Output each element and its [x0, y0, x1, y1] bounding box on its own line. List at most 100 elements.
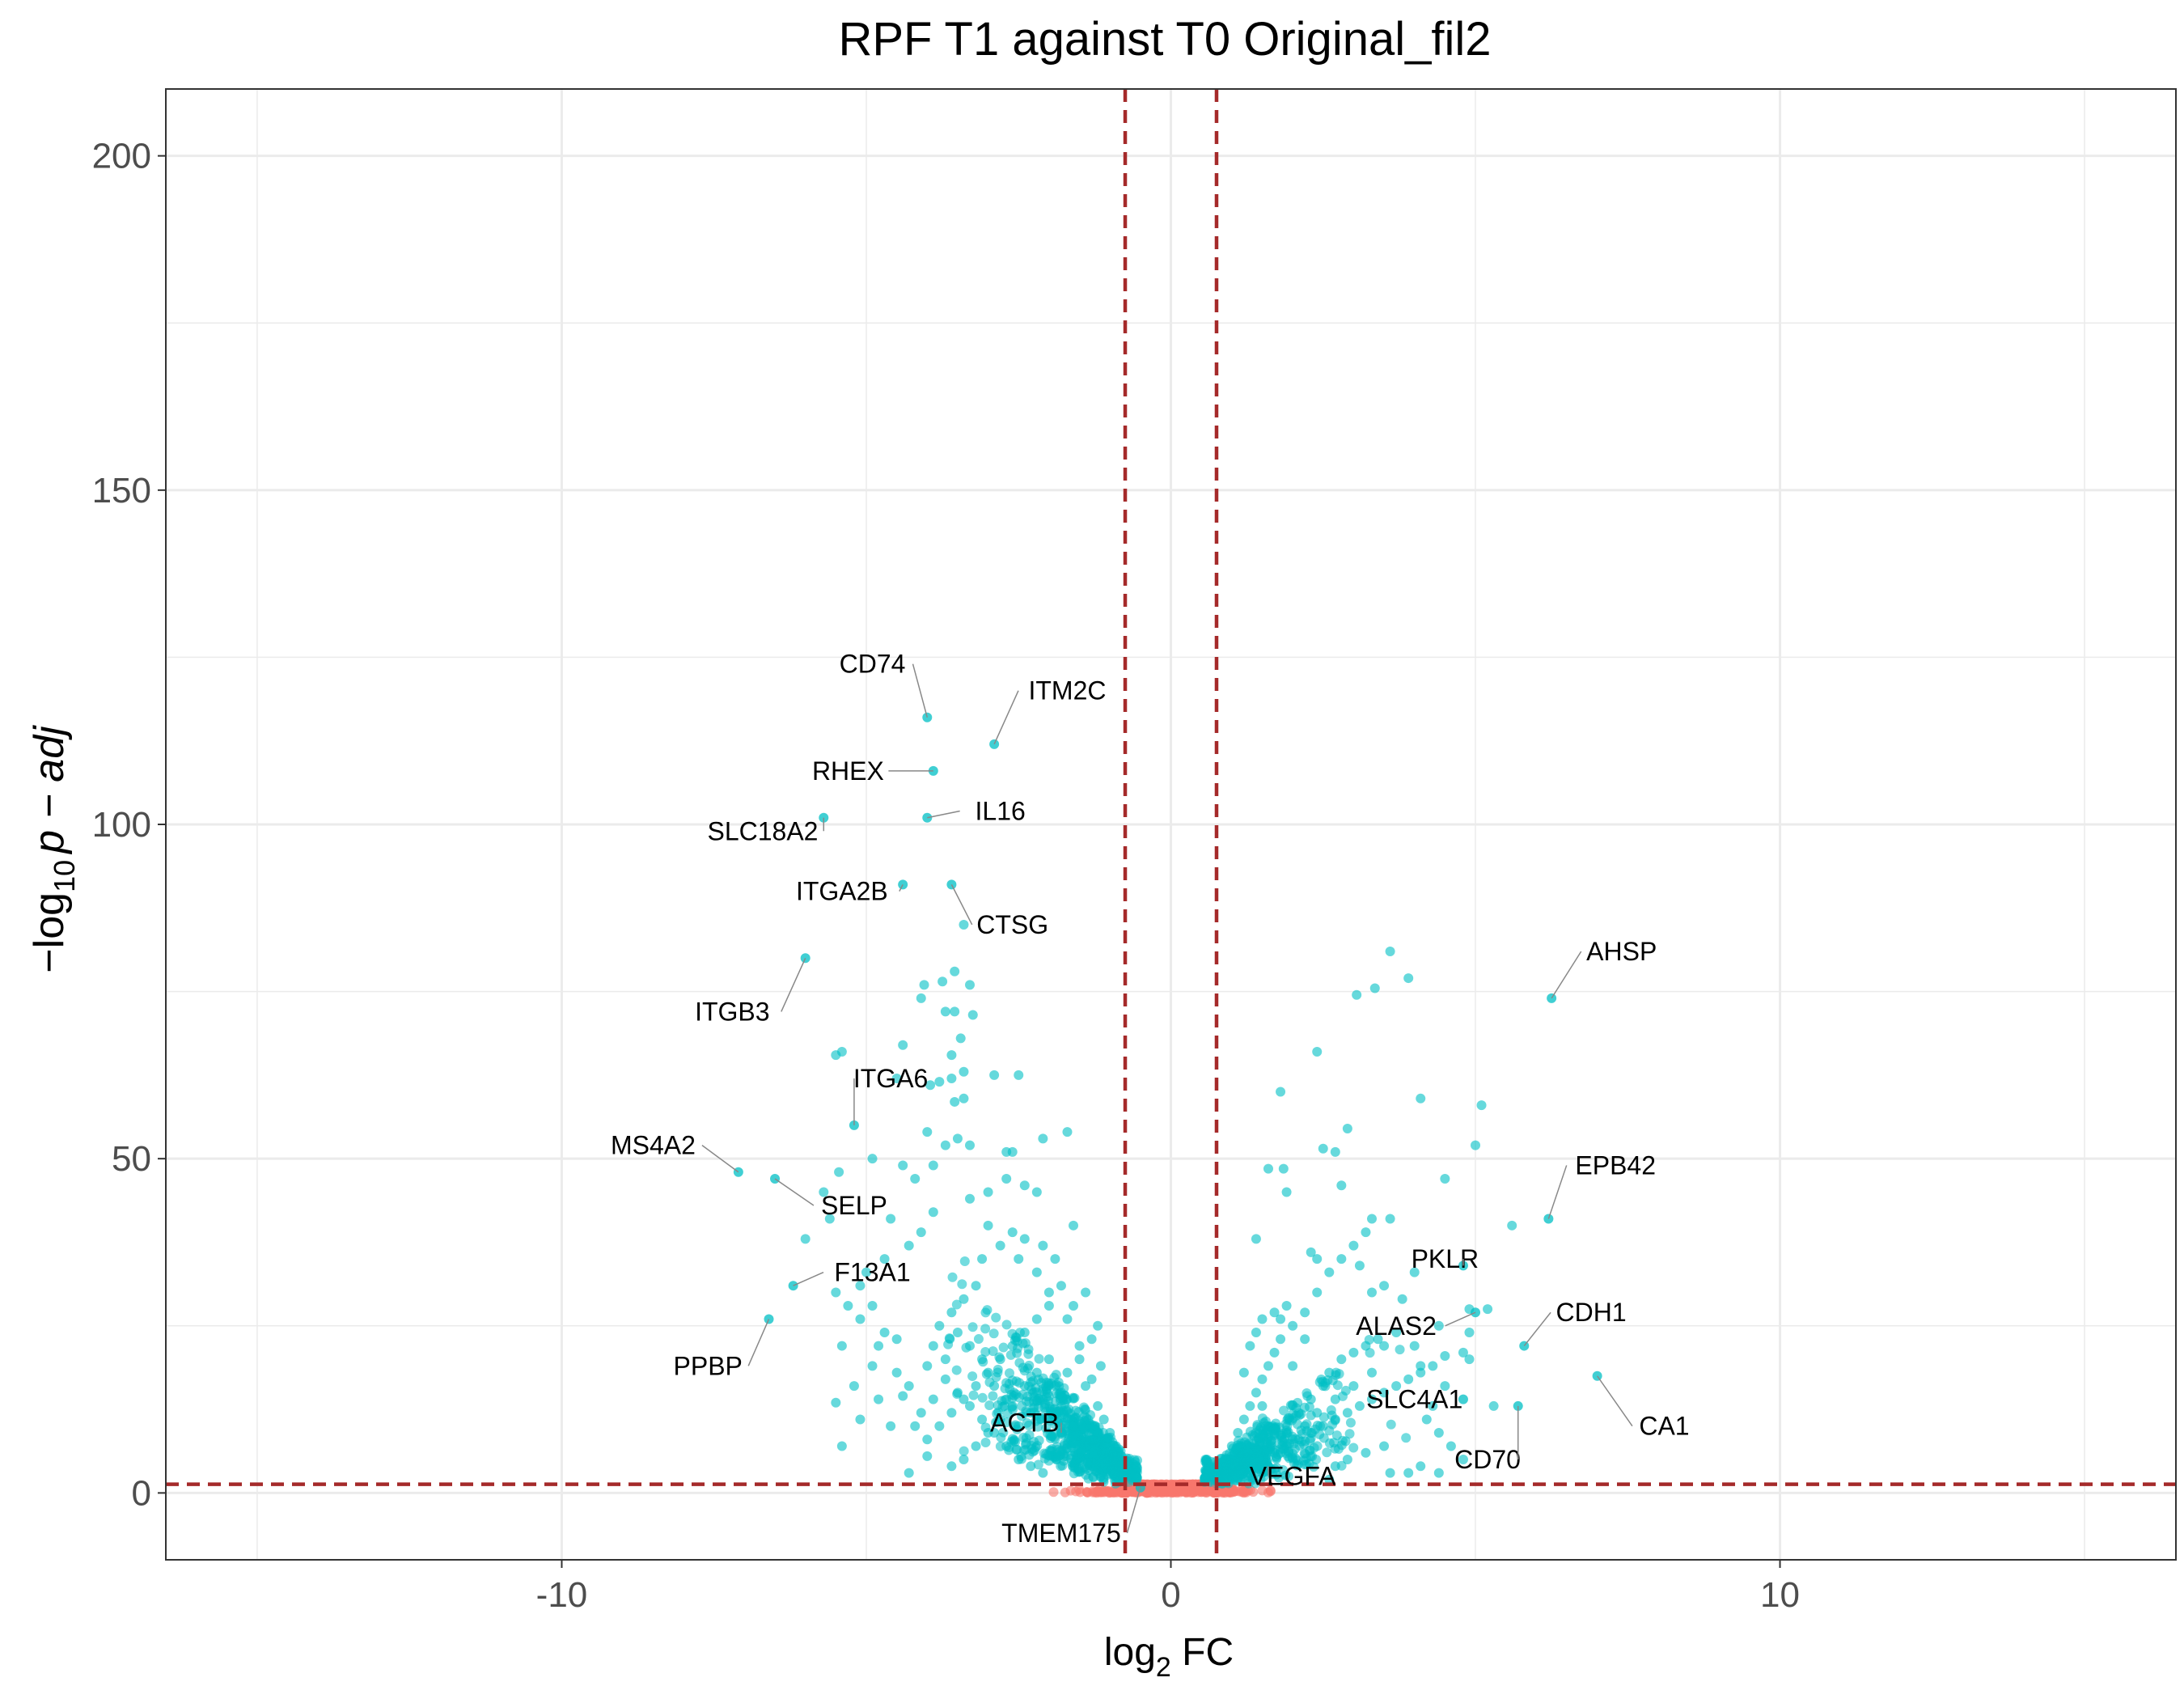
data-point: [922, 1127, 933, 1137]
gene-label: F13A1: [834, 1258, 910, 1287]
data-point: [898, 1040, 908, 1050]
data-point: [1403, 1468, 1414, 1478]
y-tick-label: 100: [92, 805, 151, 845]
data-point: [1440, 1173, 1450, 1184]
data-point: [1257, 1413, 1268, 1424]
data-point: [1131, 1472, 1141, 1483]
gene-label: PKLR: [1412, 1244, 1479, 1273]
data-point: [1318, 1412, 1329, 1422]
data-point: [1093, 1447, 1103, 1458]
gene-label: ACTB: [990, 1409, 1059, 1438]
data-point: [1288, 1320, 1298, 1331]
data-point: [947, 1272, 958, 1282]
data-point: [1007, 1227, 1018, 1238]
gene-label: IL16: [976, 796, 1026, 825]
label-connector: [912, 663, 929, 718]
data-point: [1433, 1468, 1444, 1478]
data-point: [1014, 1254, 1024, 1265]
data-point: [1248, 1438, 1259, 1449]
data-point: [1391, 1328, 1402, 1338]
data-point: [1093, 1320, 1103, 1331]
x-axis-title: log2 FC: [1104, 1631, 1234, 1683]
data-point: [965, 1193, 975, 1204]
data-point: [952, 1133, 963, 1144]
data-point: [1007, 1146, 1018, 1157]
data-point: [1068, 1438, 1078, 1449]
data-point: [1024, 1430, 1035, 1440]
data-point: [916, 993, 926, 1003]
data-point: [959, 1455, 969, 1465]
data-point: [1081, 1470, 1091, 1481]
data-point: [1421, 1414, 1432, 1425]
data-point: [1224, 1468, 1234, 1478]
data-point: [959, 919, 969, 930]
data-point: [995, 1354, 1005, 1365]
data-point: [867, 1300, 878, 1311]
data-point: [1056, 1445, 1066, 1455]
y-axis-title-tail: p − adj: [26, 725, 73, 855]
data-point: [1090, 1425, 1100, 1435]
data-point: [946, 1074, 957, 1084]
data-point: [1289, 1444, 1300, 1455]
data-point: [1416, 1093, 1426, 1104]
data-point: [1001, 1441, 1012, 1451]
data-point: [1031, 1267, 1042, 1277]
data-point: [1067, 1457, 1077, 1468]
label-connector: [701, 1145, 739, 1173]
data-point: [1098, 1455, 1109, 1465]
data-point: [1230, 1458, 1240, 1468]
data-point: [1091, 1488, 1102, 1498]
data-point: [1379, 1387, 1390, 1398]
data-point: [1047, 1446, 1057, 1456]
data-point: [1034, 1354, 1044, 1364]
data-point: [1081, 1381, 1091, 1392]
data-point: [1458, 1455, 1468, 1465]
x-tick-label: 0: [1161, 1575, 1180, 1615]
data-point: [1069, 1300, 1079, 1311]
data-point: [1397, 1294, 1407, 1304]
data-point: [1007, 1400, 1018, 1411]
data-point: [988, 1391, 998, 1401]
data-point: [1318, 1381, 1328, 1392]
data-point: [1078, 1423, 1089, 1434]
data-point: [1065, 1485, 1076, 1496]
data-point: [1428, 1361, 1438, 1371]
data-point: [1276, 1334, 1286, 1345]
data-point: [967, 1322, 978, 1332]
data-point: [1099, 1441, 1110, 1451]
data-point: [1367, 1214, 1377, 1224]
data-point: [1035, 1414, 1045, 1425]
data-point: [952, 1328, 963, 1338]
data-point: [1033, 1459, 1043, 1470]
data-point: [940, 1374, 950, 1384]
data-point: [980, 1324, 991, 1334]
label-connector: [927, 810, 960, 819]
data-point: [1238, 1367, 1249, 1378]
data-point: [886, 1214, 896, 1224]
data-point: [1354, 1400, 1365, 1411]
data-point: [980, 1346, 991, 1357]
data-point: [1345, 1417, 1356, 1428]
data-point: [977, 1414, 988, 1425]
data-point: [1257, 1485, 1268, 1496]
data-point: [1367, 1367, 1377, 1378]
data-point: [1061, 1395, 1072, 1405]
y-tick-label: 150: [92, 471, 151, 510]
data-point: [951, 1365, 962, 1375]
data-point: [946, 1307, 957, 1318]
data-point: [977, 1354, 988, 1365]
data-point: [1312, 1408, 1323, 1418]
data-point: [891, 1367, 902, 1378]
data-point: [1348, 1347, 1359, 1358]
label-connector: [899, 884, 904, 892]
data-point: [1056, 1408, 1066, 1418]
data-point: [1433, 1427, 1444, 1438]
data-point: [1336, 1180, 1347, 1191]
data-point: [1031, 1187, 1042, 1197]
data-point: [1014, 1455, 1024, 1465]
data-point: [1046, 1431, 1056, 1442]
data-point: [1069, 1421, 1079, 1431]
data-point: [1293, 1459, 1303, 1470]
gene-label: CA1: [1639, 1412, 1689, 1441]
data-point: [1160, 1485, 1170, 1496]
